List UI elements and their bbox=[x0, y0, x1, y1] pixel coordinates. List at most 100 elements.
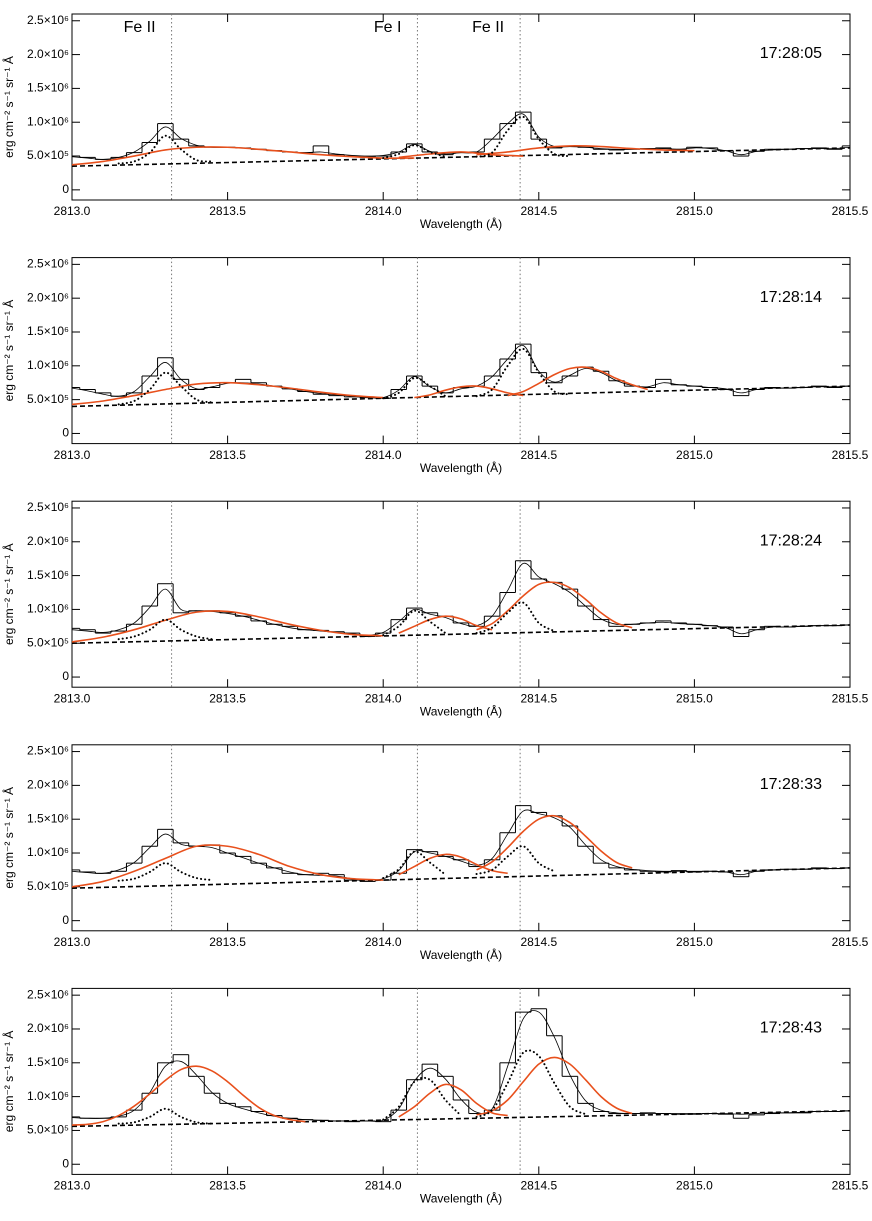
component-dotted bbox=[382, 850, 447, 880]
background-fit bbox=[72, 147, 850, 167]
x-tick-label: 2815.5 bbox=[832, 1179, 869, 1193]
y-tick-label: 5.0×10⁵ bbox=[27, 392, 69, 406]
x-tick-label: 2813.0 bbox=[54, 691, 91, 705]
plot-frame bbox=[71, 13, 851, 201]
background-fit bbox=[72, 867, 850, 889]
y-axis-label: erg cm⁻² s⁻¹ sr⁻¹ Å bbox=[1, 787, 16, 889]
y-axis-label: erg cm⁻² s⁻¹ sr⁻¹ Å bbox=[1, 543, 16, 645]
x-tick-label: 2813.5 bbox=[209, 691, 246, 705]
panel: 0 5.0×10⁵ 1.0×10⁶ 1.5×10⁶ 2.0×10⁶ 2.5×10⁶ 2813… bbox=[1, 744, 869, 962]
x-tick-label: 2815.0 bbox=[676, 448, 713, 462]
plot-area bbox=[72, 1008, 850, 1128]
y-tick-label: 2.0×10⁶ bbox=[27, 778, 69, 792]
component-dotted bbox=[117, 1107, 214, 1125]
x-tick-label: 2814.0 bbox=[365, 691, 402, 705]
component-dotted bbox=[382, 144, 447, 160]
x-tick-label: 2815.5 bbox=[832, 691, 869, 705]
y-tick-label: 5.0×10⁵ bbox=[27, 879, 69, 893]
fit-curve bbox=[72, 146, 415, 166]
y-tick-label: 2.5×10⁶ bbox=[27, 257, 69, 271]
y-tick-label: 5.0×10⁵ bbox=[27, 635, 69, 649]
component-dotted bbox=[117, 618, 214, 641]
spectrum-riser bbox=[79, 805, 843, 882]
plot-area bbox=[72, 111, 850, 167]
x-tick-label: 2814.0 bbox=[365, 204, 402, 218]
x-tick-label: 2815.0 bbox=[676, 204, 713, 218]
x-tick-label: 2815.0 bbox=[676, 1179, 713, 1193]
x-tick-label: 2814.0 bbox=[365, 1179, 402, 1193]
fit-curve bbox=[398, 615, 493, 634]
fit-curve bbox=[507, 366, 648, 397]
x-tick-label: 2813.0 bbox=[54, 935, 91, 949]
y-tick-label: 5.0×10⁵ bbox=[27, 148, 69, 162]
component-dotted bbox=[382, 609, 447, 637]
x-tick-label: 2815.0 bbox=[676, 691, 713, 705]
x-tick-label: 2814.5 bbox=[520, 691, 557, 705]
x-tick-label: 2815.5 bbox=[832, 935, 869, 949]
fit-curve bbox=[414, 385, 524, 399]
fit-curve bbox=[398, 1083, 508, 1118]
y-tick-label: 1.0×10⁶ bbox=[27, 1089, 69, 1103]
background-fit bbox=[72, 624, 850, 645]
y-tick-label: 2.0×10⁶ bbox=[27, 290, 69, 304]
fit-curve bbox=[72, 1065, 306, 1126]
x-tick-label: 2815.5 bbox=[832, 204, 869, 218]
component-dotted bbox=[117, 134, 214, 165]
component-dotted bbox=[382, 376, 447, 400]
x-tick-label: 2814.0 bbox=[365, 448, 402, 462]
background-fit bbox=[72, 385, 850, 408]
x-axis-label: Wavelength (Å) bbox=[420, 703, 502, 718]
y-tick-label: 0 bbox=[62, 182, 69, 196]
x-tick-label: 2814.5 bbox=[520, 1179, 557, 1193]
component-dotted bbox=[475, 115, 571, 158]
x-tick-label: 2814.5 bbox=[520, 448, 557, 462]
y-tick-label: 2.5×10⁶ bbox=[27, 987, 69, 1001]
fit-curve bbox=[476, 814, 633, 871]
x-tick-label: 2813.5 bbox=[209, 935, 246, 949]
y-tick-label: 1.0×10⁶ bbox=[27, 358, 69, 372]
line-label: Fe II bbox=[124, 19, 156, 36]
spectrum-riser bbox=[79, 560, 843, 637]
y-tick-label: 1.5×10⁶ bbox=[27, 324, 69, 338]
y-tick-label: 0 bbox=[62, 1156, 69, 1170]
y-tick-label: 2.0×10⁶ bbox=[27, 47, 69, 61]
x-tick-label: 2814.5 bbox=[520, 204, 557, 218]
fit-curve bbox=[72, 844, 384, 888]
plot-area bbox=[72, 343, 850, 408]
y-tick-label: 2.5×10⁶ bbox=[27, 744, 69, 758]
y-axis-label: erg cm⁻² s⁻¹ sr⁻¹ Å bbox=[1, 1031, 16, 1133]
x-axis-label: Wavelength (Å) bbox=[420, 947, 502, 962]
plot-frame bbox=[71, 744, 851, 932]
spectrum-riser bbox=[79, 1008, 843, 1122]
plot-frame bbox=[71, 257, 851, 445]
plot-frame bbox=[71, 500, 851, 688]
y-tick-label: 0 bbox=[62, 913, 69, 927]
y-tick-label: 5.0×10⁵ bbox=[27, 1123, 69, 1137]
x-axis-label: Wavelength (Å) bbox=[420, 460, 502, 475]
fit-curve bbox=[72, 562, 850, 636]
plot-area bbox=[72, 805, 850, 889]
fit-curve bbox=[476, 581, 633, 631]
y-tick-label: 1.5×10⁶ bbox=[27, 81, 69, 95]
component-dotted bbox=[475, 347, 571, 398]
y-tick-label: 1.5×10⁶ bbox=[27, 568, 69, 582]
y-tick-label: 1.5×10⁶ bbox=[27, 1055, 69, 1069]
fit-curve bbox=[398, 853, 508, 876]
panel: 0 5.0×10⁵ 1.0×10⁶ 1.5×10⁶ 2.0×10⁶ 2.5×10⁶ 2813… bbox=[1, 257, 869, 475]
component-dotted bbox=[475, 1049, 587, 1118]
y-tick-label: 2.0×10⁶ bbox=[27, 1021, 69, 1035]
panel: 0 5.0×10⁵ 1.0×10⁶ 1.5×10⁶ 2.0×10⁶ 2.5×10⁶ 2813… bbox=[1, 500, 869, 718]
line-label: Fe II bbox=[472, 19, 504, 36]
fit-curve bbox=[398, 151, 524, 159]
y-tick-label: 1.0×10⁶ bbox=[27, 845, 69, 859]
x-tick-label: 2813.0 bbox=[54, 204, 91, 218]
y-axis-label: erg cm⁻² s⁻¹ sr⁻¹ Å bbox=[1, 56, 16, 158]
x-tick-label: 2814.5 bbox=[520, 935, 557, 949]
y-tick-label: 0 bbox=[62, 669, 69, 683]
x-tick-label: 2815.5 bbox=[832, 448, 869, 462]
panel: 0 5.0×10⁵ 1.0×10⁶ 1.5×10⁶ 2.0×10⁶ 2.5×10⁶ 2813… bbox=[1, 13, 869, 231]
component-dotted bbox=[117, 371, 214, 406]
time-label: 17:28:33 bbox=[760, 776, 822, 793]
panel: 0 5.0×10⁵ 1.0×10⁶ 1.5×10⁶ 2.0×10⁶ 2.5×10⁶ 2813… bbox=[1, 987, 869, 1205]
